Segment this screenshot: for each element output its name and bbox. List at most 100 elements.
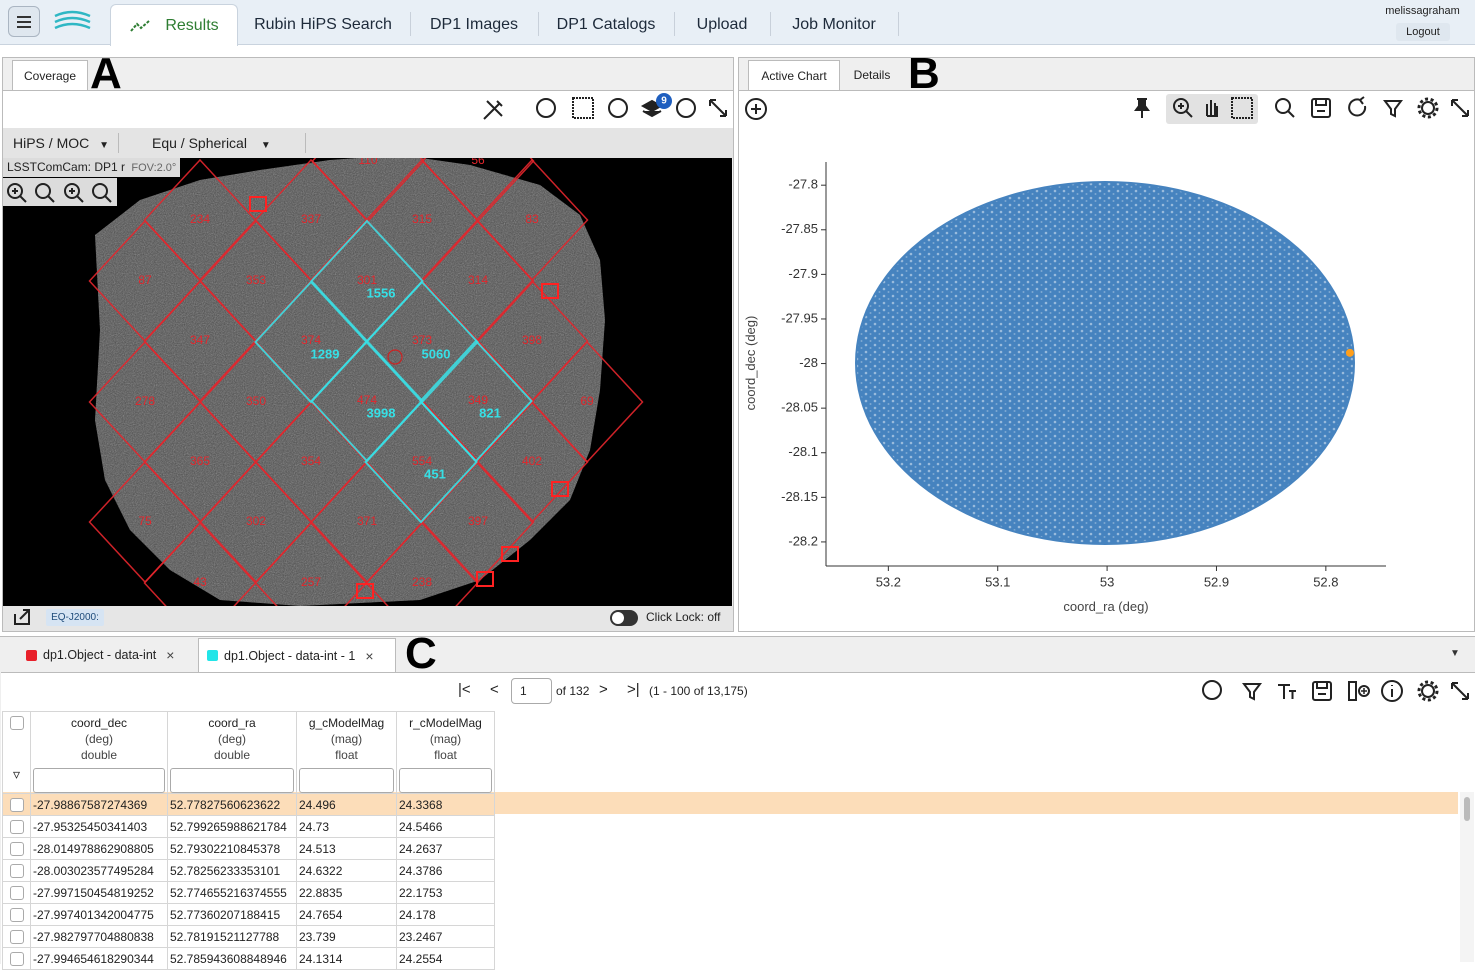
select-cell: [2, 837, 31, 860]
y-tick-label: -27.95: [781, 310, 818, 325]
checkbox[interactable]: [9, 819, 24, 834]
nav-separator: [538, 12, 539, 36]
scatter-chart[interactable]: coord_ra (deg) coord_dec (deg) -27.8 -27.…: [738, 128, 1475, 630]
tile-label: 398: [522, 333, 542, 347]
tab-close[interactable]: ×: [166, 647, 175, 663]
filter-input[interactable]: [170, 768, 294, 793]
results-icon: [130, 19, 150, 32]
checkbox[interactable]: [9, 716, 24, 730]
tab-color: [26, 649, 37, 661]
filter-input[interactable]: [299, 768, 394, 793]
row-range: (1 - 100 of 13,175): [649, 684, 748, 698]
checkbox[interactable]: [9, 907, 24, 922]
hips-menu[interactable]: HiPS / MOC ▼: [13, 135, 110, 151]
y-tick-label: -27.8: [788, 177, 818, 192]
nav-tab[interactable]: DP1 Catalogs: [538, 4, 674, 45]
table-cell: 22.1753: [396, 881, 495, 904]
table-tab[interactable]: dp1.Object - data-int - 1 ×: [198, 638, 396, 672]
table-cell: 24.7654: [296, 903, 397, 926]
moc-tile: [364, 400, 478, 524]
tile-label: 110: [358, 158, 377, 167]
chart-tab[interactable]: Active Chart: [748, 60, 840, 90]
checkbox[interactable]: [9, 929, 24, 944]
coverage-map[interactable]: 110 56 234 337 315 83 87 353 301 314 347 374 373 398 2…: [3, 158, 732, 606]
click-lock-toggle[interactable]: [610, 610, 638, 626]
menu-button[interactable]: [8, 6, 40, 37]
checkbox[interactable]: [9, 797, 24, 812]
table-row[interactable]: -27.982797704880838 52.78191521127788 23.7…: [2, 925, 495, 948]
moc-tile: [143, 521, 257, 606]
point-cloud-texture: [857, 183, 1353, 543]
user-name: melissagraham: [1385, 5, 1460, 17]
nav-tab[interactable]: Rubin HiPS Search: [236, 4, 410, 45]
nav-tab[interactable]: Upload: [674, 4, 770, 45]
nav-tab[interactable]: Job Monitor: [770, 4, 898, 45]
checkbox[interactable]: [9, 841, 24, 856]
header-row: ▿ coord_dec (deg) double coord_ra (deg) double…: [2, 711, 495, 794]
coverage-tab[interactable]: Coverage: [12, 60, 88, 90]
nav-tab[interactable]: DP1 Images: [410, 4, 538, 45]
table-cell: 24.6322: [296, 859, 397, 882]
checkbox[interactable]: [9, 885, 24, 900]
first-page[interactable]: |<: [458, 681, 471, 698]
table-row[interactable]: -27.997150454819252 52.774655216374555 22.…: [2, 881, 495, 904]
y-tick-label: -27.9: [788, 266, 818, 281]
table-cell: 23.739: [296, 925, 397, 948]
checkbox[interactable]: [9, 863, 24, 878]
table-row[interactable]: -27.994654618290344 52.785943608848946 24.…: [2, 947, 495, 970]
table-row[interactable]: -27.95325450341403 52.799265988621784 24.7…: [2, 815, 495, 838]
filter-icon: ▿: [12, 766, 21, 782]
nav-tab-label: DP1 Catalogs: [556, 15, 656, 33]
click-lock-label: Click Lock: off: [646, 610, 721, 624]
table-row[interactable]: -27.98867587274369 52.77827560623622 24.49…: [2, 793, 495, 816]
panel-marker: A: [90, 49, 122, 98]
table-tab[interactable]: dp1.Object - data-int ×: [18, 638, 190, 672]
nav-tab[interactable]: Results: [110, 4, 238, 46]
tile-label: 451: [424, 466, 446, 481]
page-input[interactable]: 1: [511, 678, 552, 704]
tile-label: 87: [138, 273, 152, 287]
scrollbar[interactable]: [1460, 792, 1474, 962]
table-cell: 24.3786: [396, 859, 495, 882]
prev-page[interactable]: <: [490, 681, 499, 698]
moc-edge-cell: [501, 546, 519, 562]
tab-color: [207, 650, 218, 661]
tile-label: 1556: [367, 285, 396, 300]
column-name: coord_dec: [70, 716, 128, 730]
x-tick-label: 53: [1100, 574, 1114, 589]
tile-label: 374: [301, 333, 321, 347]
nav-tab-label: Upload: [696, 15, 748, 33]
table-row[interactable]: -27.997401342004775 52.77360207188415 24.7…: [2, 903, 495, 926]
logout-button[interactable]: Logout: [1396, 23, 1450, 41]
table-cell: 52.799265988621784: [167, 815, 297, 838]
panel-menu[interactable]: ▼: [1450, 648, 1460, 659]
select-cell: [2, 815, 31, 838]
coord-system[interactable]: EQ-J2000:: [46, 609, 104, 626]
tile-label: 302: [246, 514, 266, 528]
projection-menu[interactable]: Equ / Spherical ▼: [152, 135, 271, 151]
tile-label: 350: [246, 394, 266, 408]
column-unit: (mag): [429, 732, 462, 746]
table-row[interactable]: -28.014978862908805 52.79302210845378 24.5…: [2, 837, 495, 860]
tile-label: 474: [357, 393, 377, 407]
filter-input[interactable]: [399, 768, 492, 793]
table-row[interactable]: -28.003023577495284 52.78256233353101 24.6…: [2, 859, 495, 882]
projection-menu-label: Equ / Spherical: [152, 135, 247, 151]
logo[interactable]: [52, 8, 94, 36]
nav-tab-label: Results: [165, 16, 219, 34]
y-tick-label: -28.2: [788, 533, 818, 548]
next-page[interactable]: >: [599, 681, 608, 698]
details-tab[interactable]: Details: [853, 68, 891, 82]
select-cell: [2, 947, 31, 970]
table-cell: 23.2467: [396, 925, 495, 948]
moc-tile: [254, 521, 368, 606]
tile-label: 337: [301, 212, 321, 226]
tile-label: 75: [138, 514, 152, 528]
column-header: coord_ra (deg) double: [167, 711, 297, 794]
last-page[interactable]: >|: [627, 681, 640, 698]
filter-input[interactable]: [33, 768, 165, 793]
column-header: coord_dec (deg) double: [30, 711, 168, 794]
tile-label: 373: [412, 333, 432, 347]
table-cell: 24.73: [296, 815, 397, 838]
tab-close[interactable]: ×: [365, 647, 374, 664]
